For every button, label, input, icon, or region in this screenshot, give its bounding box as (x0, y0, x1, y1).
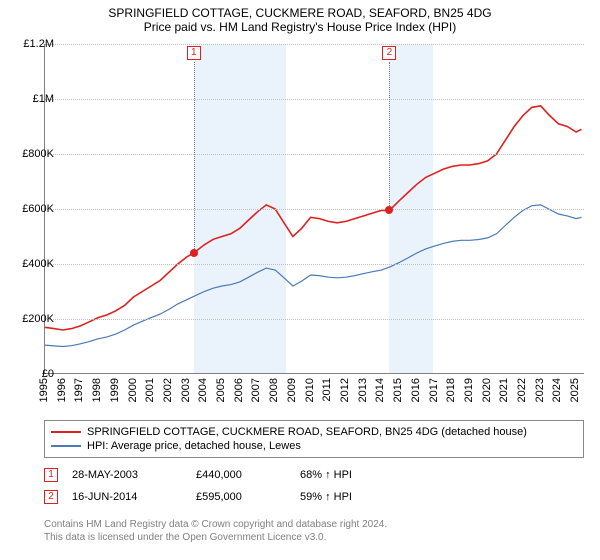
footer: Contains HM Land Registry data © Crown c… (44, 518, 387, 544)
marker-dot (385, 206, 393, 214)
marker-box: 1 (187, 46, 201, 60)
x-axis-label: 2024 (551, 378, 563, 402)
series-line-price_paid (45, 106, 582, 330)
x-axis-label: 2005 (215, 378, 227, 402)
x-axis-label: 2023 (534, 378, 546, 402)
title-main: SPRINGFIELD COTTAGE, CUCKMERE ROAD, SEAF… (0, 6, 600, 20)
legend-label: HPI: Average price, detached house, Lewe… (87, 440, 301, 452)
series-line-hpi (45, 205, 582, 347)
x-axis-label: 2010 (304, 378, 316, 402)
x-axis-label: 2017 (428, 378, 440, 402)
x-axis-label: 2014 (374, 378, 386, 402)
x-axis-label: 1995 (38, 378, 50, 402)
transaction-marker-box: 1 (44, 468, 58, 482)
y-axis-label: £600K (22, 203, 54, 215)
transaction-price: £440,000 (196, 469, 286, 481)
x-axis-label: 2007 (250, 378, 262, 402)
title-block: SPRINGFIELD COTTAGE, CUCKMERE ROAD, SEAF… (0, 0, 600, 34)
legend: SPRINGFIELD COTTAGE, CUCKMERE ROAD, SEAF… (44, 420, 584, 458)
marker-box: 2 (382, 46, 396, 60)
x-axis-label: 1996 (56, 378, 68, 402)
y-axis-label: £1.2M (23, 38, 54, 50)
transaction-price: £595,000 (196, 491, 286, 503)
x-axis-label: 2011 (321, 378, 333, 402)
x-axis-label: 2019 (463, 378, 475, 402)
transaction-row: 1 28-MAY-2003 £440,000 68% ↑ HPI (44, 464, 584, 486)
footer-line: This data is licensed under the Open Gov… (44, 531, 387, 544)
chart-container: SPRINGFIELD COTTAGE, CUCKMERE ROAD, SEAF… (0, 0, 600, 560)
y-axis-label: £1M (33, 93, 54, 105)
legend-swatch (51, 431, 81, 433)
legend-swatch (51, 445, 81, 447)
x-axis-label: 2000 (127, 378, 139, 402)
footer-line: Contains HM Land Registry data © Crown c… (44, 518, 387, 531)
x-axis-label: 1999 (109, 378, 121, 402)
transaction-date: 16-JUN-2014 (72, 491, 182, 503)
x-axis-label: 2025 (569, 378, 581, 402)
x-axis-label: 2012 (339, 378, 351, 402)
x-axis-label: 2015 (392, 378, 404, 402)
x-axis-label: 2021 (498, 378, 510, 402)
legend-row: HPI: Average price, detached house, Lewe… (51, 439, 577, 453)
y-axis-label: £200K (22, 313, 54, 325)
y-axis-label: £800K (22, 148, 54, 160)
legend-row: SPRINGFIELD COTTAGE, CUCKMERE ROAD, SEAF… (51, 425, 577, 439)
x-axis-label: 2006 (233, 378, 245, 402)
x-axis-label: 2022 (516, 378, 528, 402)
marker-dot (190, 249, 198, 257)
y-axis-label: £400K (22, 258, 54, 270)
x-axis-label: 2001 (144, 378, 156, 402)
x-axis-label: 1997 (73, 378, 85, 402)
chart-plot-area: 12 (44, 44, 584, 374)
transaction-date: 28-MAY-2003 (72, 469, 182, 481)
transactions-table: 1 28-MAY-2003 £440,000 68% ↑ HPI 2 16-JU… (44, 464, 584, 508)
transaction-row: 2 16-JUN-2014 £595,000 59% ↑ HPI (44, 486, 584, 508)
transaction-hpi: 68% ↑ HPI (300, 469, 390, 481)
x-axis-label: 2003 (180, 378, 192, 402)
x-axis-label: 2018 (445, 378, 457, 402)
x-axis-label: 2016 (410, 378, 422, 402)
x-axis-label: 2020 (481, 378, 493, 402)
x-axis-label: 2008 (268, 378, 280, 402)
x-axis-label: 2002 (162, 378, 174, 402)
legend-label: SPRINGFIELD COTTAGE, CUCKMERE ROAD, SEAF… (87, 426, 527, 438)
title-sub: Price paid vs. HM Land Registry's House … (0, 20, 600, 34)
transaction-hpi: 59% ↑ HPI (300, 491, 390, 503)
x-axis-label: 1998 (91, 378, 103, 402)
x-axis-label: 2009 (286, 378, 298, 402)
x-axis-label: 2013 (357, 378, 369, 402)
x-axis-label: 2004 (197, 378, 209, 402)
transaction-marker-box: 2 (44, 490, 58, 504)
